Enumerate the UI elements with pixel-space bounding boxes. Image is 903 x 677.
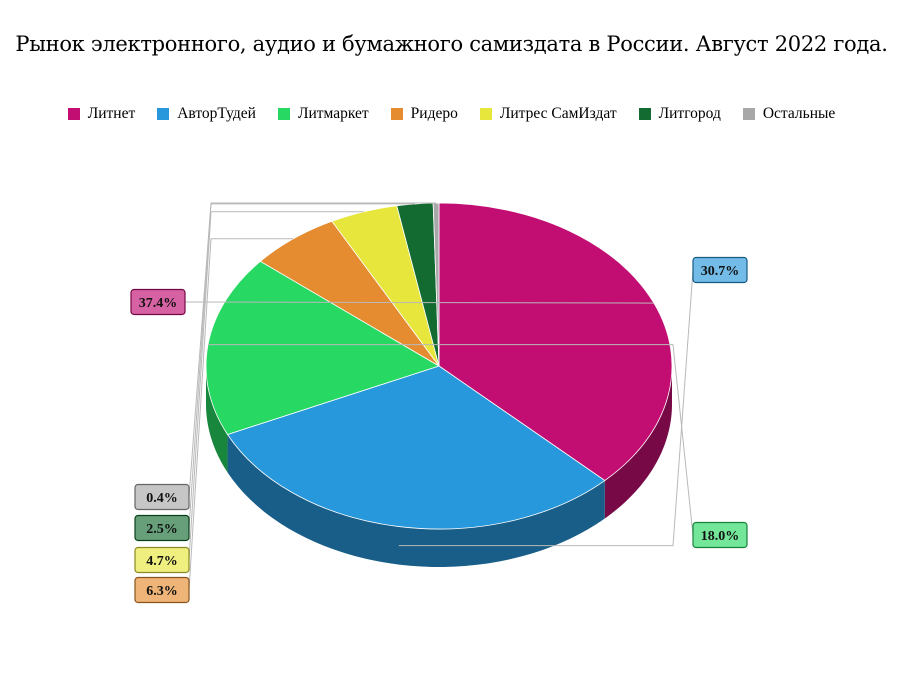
data-label-box bbox=[134, 514, 190, 542]
legend-item[interactable]: Остальные bbox=[742, 105, 836, 123]
leader-line bbox=[208, 344, 694, 536]
legend-swatch bbox=[479, 108, 492, 120]
legend-label: Ридеро bbox=[410, 105, 458, 122]
legend-label: Литгород bbox=[658, 105, 721, 122]
leader-lines bbox=[184, 202, 694, 591]
data-label-text: 6.3% bbox=[146, 584, 178, 599]
legend-item[interactable]: Ридеро bbox=[390, 105, 458, 123]
data-label-box bbox=[692, 256, 748, 284]
legend-item[interactable]: Литрес СамИздат bbox=[479, 105, 617, 123]
data-label-box bbox=[130, 288, 186, 316]
leader-line bbox=[184, 301, 655, 304]
data-label-text: 2.5% bbox=[146, 522, 178, 537]
leader-line bbox=[398, 269, 694, 547]
pie-slice[interactable] bbox=[226, 365, 606, 530]
legend-item[interactable]: АвторТудей bbox=[157, 105, 256, 123]
leader-line bbox=[188, 202, 437, 498]
data-label-text: 18.0% bbox=[701, 529, 740, 544]
data-label-box bbox=[134, 576, 190, 604]
legend-swatch bbox=[277, 108, 290, 120]
legend-item[interactable]: Литгород bbox=[638, 105, 721, 123]
data-label-box bbox=[692, 521, 748, 549]
legend-label: Литрес СамИздат bbox=[499, 105, 617, 122]
pie-slice-side bbox=[604, 366, 672, 519]
leader-line bbox=[188, 211, 364, 561]
data-label-text: 37.4% bbox=[139, 296, 178, 311]
pie-sides bbox=[206, 366, 672, 567]
pie-tops bbox=[205, 202, 673, 530]
legend-label: АвторТудей bbox=[177, 105, 256, 122]
legend-item[interactable]: Литнет bbox=[67, 105, 136, 123]
legend-label: Остальные bbox=[762, 105, 836, 122]
data-label-text: 30.7% bbox=[701, 264, 740, 279]
legend-swatch bbox=[638, 108, 651, 120]
pie-slice-side bbox=[206, 366, 228, 473]
legend-label: Литнет bbox=[87, 105, 136, 122]
chart-title: Рынок электронного, аудио и бумажного са… bbox=[15, 32, 888, 56]
leader-line bbox=[188, 238, 294, 591]
data-label: 30.7% bbox=[692, 256, 748, 284]
data-label: 4.7% bbox=[134, 546, 190, 574]
legend-label: Литмаркет bbox=[297, 105, 369, 122]
data-label-text: 4.7% bbox=[146, 554, 178, 569]
legend-item[interactable]: Литмаркет bbox=[277, 105, 369, 123]
legend-swatch bbox=[67, 108, 80, 120]
legend-swatch bbox=[742, 108, 755, 120]
data-label: 6.3% bbox=[134, 576, 190, 604]
data-label: 18.0% bbox=[692, 521, 748, 549]
data-label-text: 0.4% bbox=[146, 491, 178, 506]
data-label: 37.4% bbox=[130, 288, 186, 316]
data-label-box bbox=[134, 483, 190, 511]
legend-swatch bbox=[390, 108, 403, 120]
data-label: 0.4% bbox=[134, 483, 190, 511]
data-labels: 37.4% 30.7% 18.0% 6.3% 4.7% 2.5% 0.4% bbox=[130, 256, 748, 604]
data-label-box bbox=[134, 546, 190, 574]
legend: Литнет АвторТудей Литмаркет Ридеро Литрес Са… bbox=[0, 105, 903, 123]
data-label: 2.5% bbox=[134, 514, 190, 542]
legend-swatch bbox=[157, 108, 170, 120]
pie-slice-side bbox=[227, 434, 605, 567]
